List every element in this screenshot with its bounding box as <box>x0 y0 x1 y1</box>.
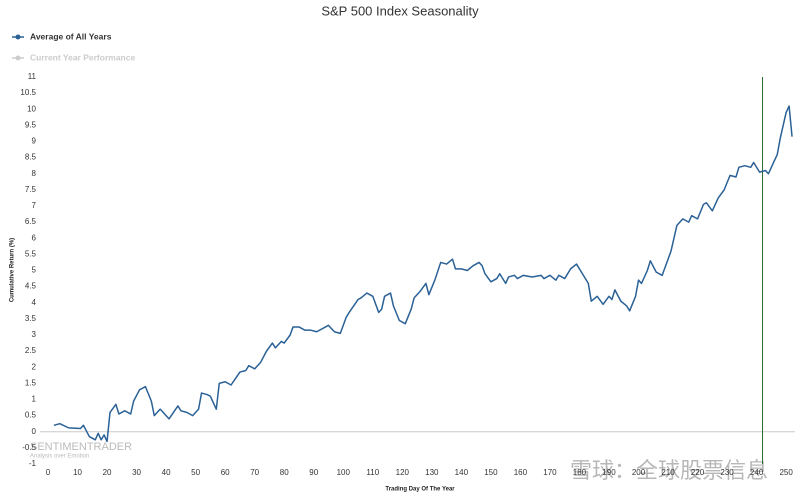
y-tick-label: 3.5 <box>25 314 37 323</box>
x-tick-label: 230 <box>720 468 734 477</box>
x-tick-label: 110 <box>366 468 379 477</box>
y-tick-label: 5 <box>32 266 37 275</box>
x-tick-label: 170 <box>543 468 557 477</box>
x-tick-label: 150 <box>484 468 498 477</box>
y-tick-label: 2 <box>32 362 37 371</box>
x-tick-label: 190 <box>602 468 616 477</box>
line-series <box>53 105 793 443</box>
y-tick-label: 1 <box>32 395 37 404</box>
y-tick-label: 4 <box>32 298 37 307</box>
x-tick-label: 160 <box>514 468 528 477</box>
x-tick-label: 180 <box>573 468 587 477</box>
y-tick-label: 4.5 <box>25 282 37 291</box>
x-tick-label: 220 <box>691 468 705 477</box>
y-tick-label: -0.5 <box>22 443 36 452</box>
x-tick-label: 50 <box>191 468 200 477</box>
x-tick-label: 90 <box>309 468 318 477</box>
y-tick-label: 1.5 <box>25 378 37 387</box>
watermark: 雪球：全球股票信息 <box>570 458 768 483</box>
y-tick-label: -1 <box>29 459 37 468</box>
y-tick-label: 7 <box>32 201 37 210</box>
watermark: SENTIMENTRADER <box>30 441 132 453</box>
y-tick-label: 8 <box>32 169 37 178</box>
y-tick-label: 6 <box>32 233 37 242</box>
x-tick-label: 20 <box>103 468 112 477</box>
y-tick-label: 9 <box>32 137 37 146</box>
x-tick-label: 40 <box>162 468 171 477</box>
x-tick-label: 210 <box>661 468 675 477</box>
x-tick-label: 60 <box>221 468 230 477</box>
y-tick-label: 7.5 <box>25 185 37 194</box>
y-tick-label: 5.5 <box>25 249 37 258</box>
y-axis-label: Cumulative Return (%) <box>10 238 16 302</box>
y-tick-label: 11 <box>28 72 37 81</box>
x-tick-label: 200 <box>632 468 646 477</box>
y-tick-label: 8.5 <box>25 153 37 162</box>
x-tick-label: 130 <box>425 468 439 477</box>
x-tick-label: 0 <box>46 468 51 477</box>
x-axis-label: Trading Day Of The Year <box>385 487 455 493</box>
x-tick-label: 100 <box>337 468 351 477</box>
y-tick-label: 6.5 <box>25 217 37 226</box>
legend-label: Average of All Years <box>30 31 112 41</box>
y-tick-label: 2.5 <box>25 346 37 355</box>
x-tick-label: 240 <box>750 468 764 477</box>
y-tick-label: 0.5 <box>25 411 37 420</box>
x-tick-label: 30 <box>132 468 141 477</box>
x-tick-label: 70 <box>250 468 259 477</box>
y-tick-label: 10.5 <box>20 88 36 97</box>
x-tick-label: 80 <box>280 468 289 477</box>
y-tick-label: 9.5 <box>25 120 37 129</box>
legend-label: Current Year Performance <box>30 52 135 62</box>
legend-marker <box>15 34 21 40</box>
x-tick-label: 120 <box>396 468 410 477</box>
y-tick-label: 10 <box>27 104 36 113</box>
x-tick-label: 10 <box>73 468 82 477</box>
y-tick-label: 0 <box>32 427 37 436</box>
x-tick-label: 140 <box>455 468 469 477</box>
watermark: Analysis over Emotion <box>30 454 89 460</box>
y-tick-label: 3 <box>32 330 37 339</box>
legend-marker <box>15 55 21 61</box>
x-tick-label: 250 <box>779 468 793 477</box>
chart-title: S&P 500 Index Seasonality <box>321 3 479 18</box>
